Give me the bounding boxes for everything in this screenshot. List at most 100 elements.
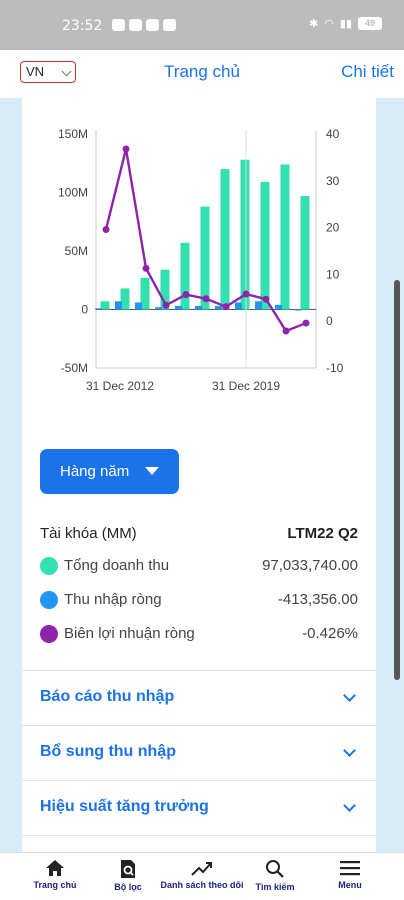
y-left-tick-label: -50M: [61, 361, 88, 375]
legend-label: Tổng doanh thu: [64, 557, 170, 574]
fiscal-label: Tài khóa (MM): [40, 525, 137, 542]
legend-header: Tài khóa (MM) LTM22 Q2: [40, 525, 358, 542]
nav-label: Trang chủ: [33, 880, 77, 890]
revenue-bar: [120, 288, 130, 310]
net-income-bar: [95, 308, 102, 310]
system-icons: ✱ ◠ ▮▮ 49: [309, 17, 382, 30]
net-income-bar: [135, 302, 142, 310]
nav-label: Bộ lọc: [114, 882, 142, 892]
net-margin-point: [262, 295, 270, 303]
net-income-bar: [155, 307, 162, 310]
revenue-bar: [260, 181, 270, 310]
y-left-tick-label: 150M: [58, 127, 88, 141]
y-left-tick-label: 0: [81, 303, 88, 317]
section-label: Báo cáo thu nhập: [40, 688, 175, 705]
legend-row-revenue: Tổng doanh thu 97,033,740.00: [40, 556, 358, 576]
section-growth-performance[interactable]: Hiệu suất tăng trưởng: [22, 780, 376, 835]
youtube-icon: [129, 19, 142, 31]
net-margin-point: [282, 327, 290, 335]
menu-icon: [340, 861, 360, 876]
section-divider: [22, 835, 376, 852]
nav-label: Tìm kiếm: [255, 882, 295, 892]
revenue-bar: [300, 196, 310, 310]
net-margin-point: [182, 291, 190, 299]
legend-row-net-margin: Biên lợi nhuận ròng -0.426%: [40, 624, 358, 644]
nav-label: Menu: [338, 880, 362, 890]
net-income-bar: [175, 305, 182, 310]
net-income-bar: [195, 305, 202, 310]
nav-watchlist[interactable]: Danh sách theo dõi: [152, 859, 252, 890]
net-income-dot-icon: [40, 591, 58, 609]
net-margin-point: [202, 295, 210, 303]
net-margin-dot-icon: [40, 625, 58, 643]
x-tick-label: 31 Dec 2012: [86, 379, 154, 393]
net-margin-point: [122, 145, 130, 153]
section-label: Hiệu suất tăng trưởng: [40, 798, 209, 815]
net-income-bar: [235, 302, 242, 310]
revenue-dot-icon: [40, 557, 58, 575]
section-income-statement[interactable]: Báo cáo thu nhập: [22, 670, 376, 725]
scrollbar[interactable]: [394, 280, 400, 680]
y-left-tick-label: 50M: [65, 244, 88, 258]
net-margin-point: [162, 301, 170, 309]
net-margin-point: [222, 303, 230, 311]
y-right-tick-label: 0: [326, 314, 333, 328]
signal-icon: ▮▮: [339, 18, 352, 30]
nav-menu[interactable]: Menu: [330, 859, 370, 890]
chevron-down-icon: [343, 744, 356, 757]
net-income-bar: [215, 305, 222, 310]
section-label: Bổ sung thu nhập: [40, 743, 176, 760]
x-tick-label: 31 Dec 2019: [212, 379, 280, 393]
y-right-tick-label: 30: [326, 174, 340, 188]
section-income-supplement[interactable]: Bổ sung thu nhập: [22, 725, 376, 780]
chevron-down-icon: [343, 689, 356, 702]
net-margin-point: [242, 290, 250, 298]
revenue-bar: [220, 169, 230, 310]
period-label: Hàng năm: [60, 463, 130, 480]
y-right-tick-label: 40: [326, 127, 340, 141]
nav-search[interactable]: Tìm kiếm: [250, 859, 300, 892]
legend-label: Biên lợi nhuận ròng: [64, 625, 195, 642]
financial-chart: 150M 100M 50M 0 -50M 40 30 20 10 0 -10 31 Dec 2012 3…: [58, 127, 344, 393]
messenger-icon: [163, 19, 176, 31]
net-income-bar: [275, 304, 282, 310]
revenue-bar: [280, 164, 290, 310]
net-margin-point: [302, 319, 310, 327]
period-dropdown-button[interactable]: Hàng năm: [40, 449, 179, 494]
revenue-bar: [200, 206, 210, 310]
revenue-bar: [180, 242, 190, 310]
legend-value: -0.426%: [302, 625, 358, 642]
legend-value: -413,356.00: [277, 591, 358, 608]
bluetooth-icon: ✱: [309, 18, 319, 30]
nav-label: Danh sách theo dõi: [160, 880, 244, 890]
nav-home[interactable]: Trang chủ: [30, 859, 80, 890]
status-time: 23:52: [62, 18, 103, 34]
message-icon: [112, 19, 125, 31]
y-right-tick-label: 20: [326, 221, 340, 235]
fiscal-period: LTM22 Q2: [287, 525, 358, 542]
net-income-bar: [295, 309, 302, 311]
status-bar: 23:52 ✱ ◠ ▮▮ 49: [0, 0, 404, 50]
search-icon: [266, 860, 284, 878]
revenue-bar: [160, 269, 170, 310]
net-margin-point: [102, 225, 110, 233]
revenue-bar: [240, 159, 250, 310]
language-select[interactable]: VN: [20, 61, 76, 83]
wifi-icon: ◠: [324, 18, 334, 30]
chevron-down-icon: [343, 799, 356, 812]
caret-down-icon: [145, 467, 159, 475]
notification-icons: [112, 19, 176, 31]
y-left-tick-label: 100M: [58, 186, 88, 200]
page-title: Trang chủ: [164, 62, 240, 81]
legend-value: 97,033,740.00: [262, 557, 358, 574]
net-margin-point: [142, 264, 150, 272]
legend-row-net-income: Thu nhập ròng -413,356.00: [40, 590, 358, 610]
battery-icon: 49: [358, 17, 382, 30]
y-right-tick-label: 10: [326, 267, 340, 281]
revenue-bar: [100, 301, 110, 310]
detail-link[interactable]: Chi tiết: [341, 62, 394, 81]
legend-label: Thu nhập ròng: [64, 591, 162, 608]
chat-icon: [146, 19, 159, 31]
main-content: 150M 100M 50M 0 -50M 40 30 20 10 0 -10 31 Dec 2012 3…: [22, 98, 376, 852]
nav-filter[interactable]: Bộ lọc: [108, 859, 148, 892]
